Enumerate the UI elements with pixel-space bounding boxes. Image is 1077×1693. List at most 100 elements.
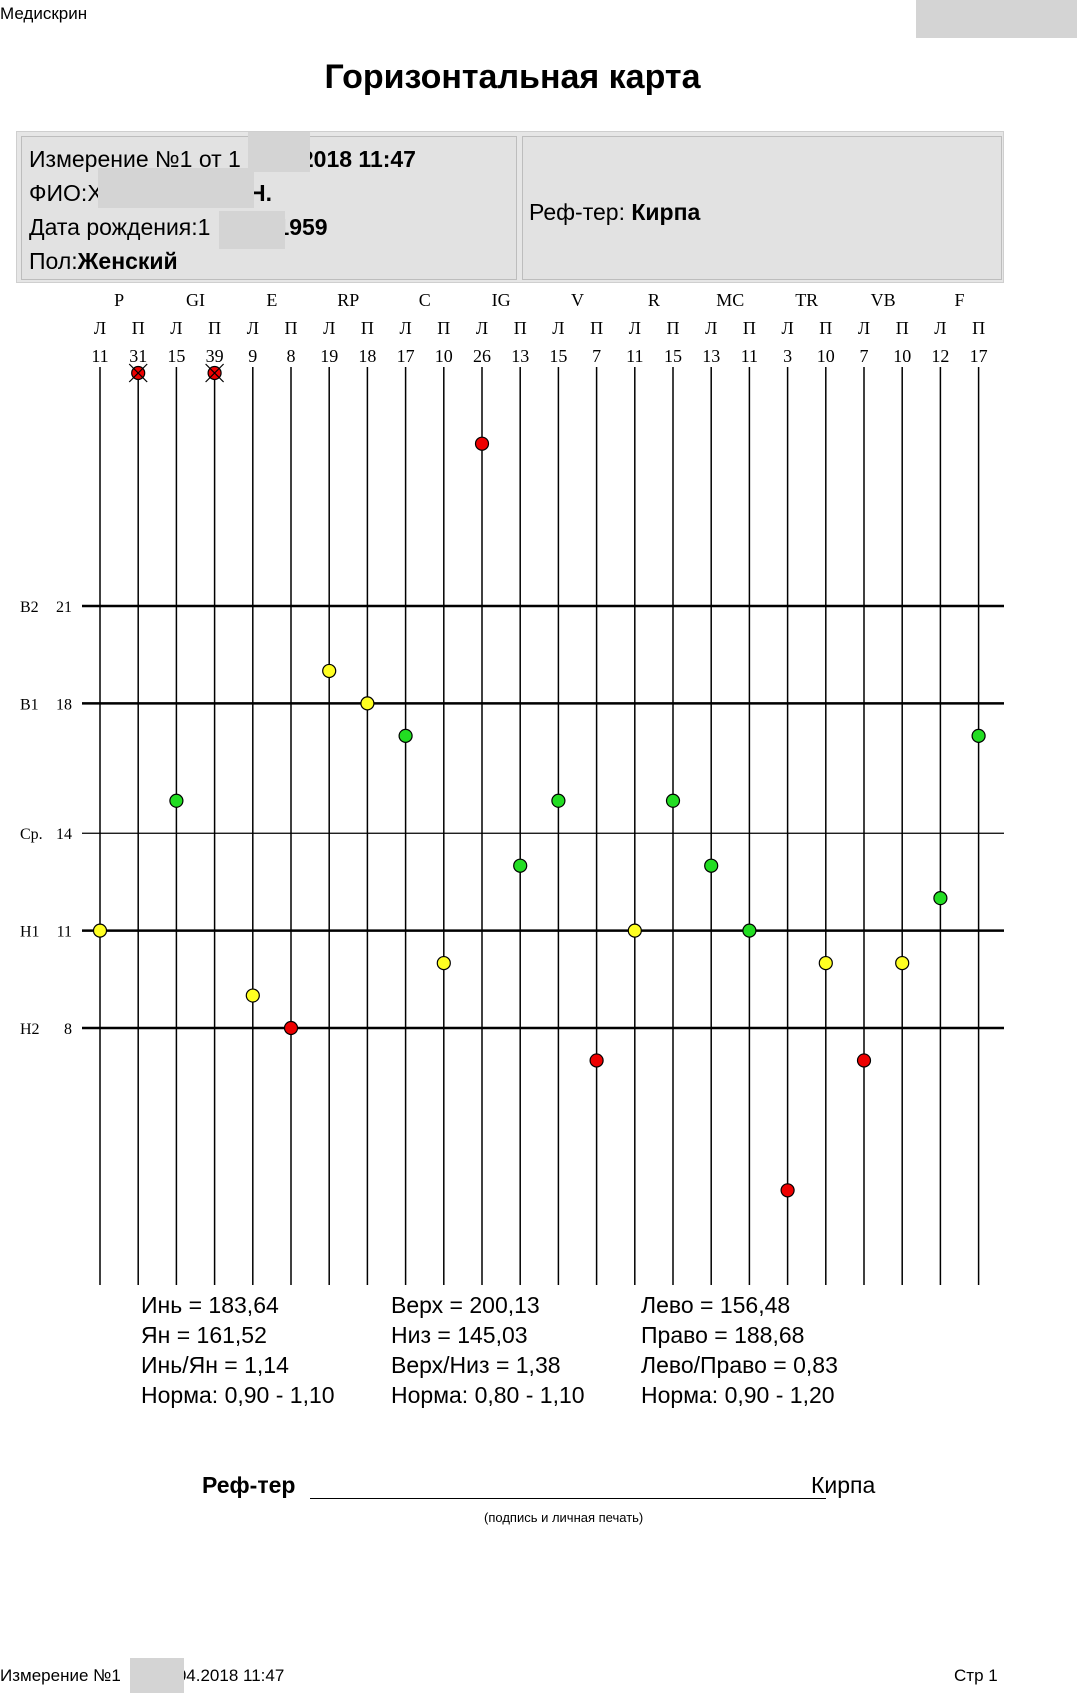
channel-value-label: 11	[626, 346, 643, 366]
side-label: Л	[399, 318, 411, 338]
channel-value-label: 15	[664, 346, 682, 366]
stats-top-bottom: Верх = 200,13 Низ = 145,03 Верх/Низ = 1,…	[391, 1290, 585, 1410]
channel-value-label: 11	[741, 346, 758, 366]
app-name: Медискрин	[0, 4, 88, 23]
reference-value: 14	[56, 826, 72, 843]
stat-line: Низ = 145,03	[391, 1322, 528, 1348]
channel-value-label: 11	[91, 346, 108, 366]
sex-line: Пол:Женский	[29, 248, 178, 275]
fio-label: ФИО:	[29, 180, 88, 206]
data-point	[933, 891, 948, 906]
side-label: П	[132, 318, 145, 338]
side-label: П	[896, 318, 909, 338]
stat-line: Инь = 183,64	[141, 1292, 279, 1318]
channel-value-label: 15	[167, 346, 185, 366]
redaction-block	[916, 0, 1077, 38]
reference-value: 8	[64, 1021, 72, 1038]
out-of-range-cross	[128, 363, 148, 383]
channel-value-label: 3	[783, 346, 792, 366]
data-point	[627, 923, 642, 938]
side-label: П	[972, 318, 985, 338]
data-point	[474, 436, 490, 451]
footer-measurement-prefix: Измерение №1	[0, 1666, 121, 1685]
birth-label: Дата рождения:	[29, 214, 198, 240]
data-point	[92, 923, 108, 938]
channel-value-label: 13	[702, 346, 720, 366]
birth-prefix: 1	[197, 214, 211, 240]
channel-value-label: 7	[592, 346, 601, 366]
stat-line: Норма: 0,90 - 1,20	[641, 1382, 835, 1408]
referent-label: Реф-тер:	[529, 199, 625, 225]
footer-page-number: Стр 1	[954, 1666, 998, 1685]
redaction-block	[98, 168, 254, 208]
channel-value-label: 17	[970, 346, 988, 366]
side-label: П	[667, 318, 680, 338]
data-point	[971, 728, 986, 743]
channel-value-label: 31	[129, 346, 147, 366]
reference-label: B2	[20, 599, 39, 616]
channel-value-label: 12	[931, 346, 949, 366]
group-label: VB	[871, 290, 896, 310]
channel-value-label: 19	[320, 346, 338, 366]
referent-line: Реф-тер: Кирпа	[529, 199, 700, 226]
group-label: TR	[795, 290, 818, 310]
reference-label: H2	[20, 1021, 40, 1038]
data-point	[322, 663, 337, 679]
stat-line: Ян = 161,52	[141, 1322, 267, 1348]
stat-line: Инь/Ян = 1,14	[141, 1352, 289, 1378]
channel-value-label: 17	[397, 346, 415, 366]
data-point	[589, 1053, 604, 1068]
side-label: П	[514, 318, 527, 338]
reference-label: H1	[20, 924, 40, 941]
side-label: Л	[476, 318, 488, 338]
stat-line: Лево = 156,48	[641, 1292, 791, 1318]
stat-line: Лево/Право = 0,83	[641, 1352, 838, 1378]
birth-line: Дата рождения:1 1959	[29, 214, 328, 241]
data-point	[818, 955, 833, 971]
side-label: П	[743, 318, 756, 338]
group-label: IG	[492, 290, 511, 310]
measurement-prefix: Измерение №1 от 1	[29, 146, 241, 172]
group-label: V	[571, 290, 584, 310]
channel-value-label: 18	[358, 346, 376, 366]
signature-caption: (подпись и личная печать)	[484, 1510, 644, 1525]
channel-value-label: 39	[206, 346, 224, 366]
channel-value-label: 15	[549, 346, 567, 366]
side-label: Л	[94, 318, 106, 338]
reference-value: 18	[56, 696, 72, 713]
channel-value-label: 10	[435, 346, 453, 366]
side-label: П	[819, 318, 832, 338]
redaction-block	[130, 1658, 184, 1693]
stats-yin-yang: Инь = 183,64 Ян = 161,52 Инь/Ян = 1,14 Н…	[141, 1290, 335, 1410]
referent-panel: Реф-тер: Кирпа	[522, 136, 1002, 280]
data-point	[856, 1053, 872, 1068]
side-label: Л	[705, 318, 717, 338]
measurement-line: Измерение №1 от 1 2018 11:47	[29, 146, 416, 173]
side-label: П	[285, 318, 298, 338]
side-label: Л	[170, 318, 182, 338]
group-label: E	[266, 290, 277, 310]
footer-measurement: Измерение №1 04.2018 11:47	[0, 1666, 284, 1686]
stat-line: Норма: 0,80 - 1,10	[391, 1382, 585, 1408]
sex-label: Пол:	[29, 248, 78, 274]
side-label: Л	[781, 318, 793, 338]
data-point	[398, 728, 413, 743]
stats-left-right: Лево = 156,48 Право = 188,68 Лево/Право …	[641, 1290, 838, 1410]
referent-value: Кирпа	[631, 199, 701, 225]
side-label: П	[208, 318, 221, 338]
page-title: Горизонтальная карта	[324, 58, 701, 96]
patient-info-left: Измерение №1 от 1 2018 11:47 ФИО:Х .Н. Дат…	[21, 132, 517, 280]
stat-line: Верх/Низ = 1,38	[391, 1352, 561, 1378]
side-label: Л	[858, 318, 870, 338]
data-point	[780, 1183, 795, 1198]
signature-name: Кирпа	[811, 1472, 876, 1498]
side-label: П	[437, 318, 450, 338]
side-label: Л	[323, 318, 335, 338]
signature-line	[310, 1498, 826, 1499]
signature-label: Реф-тер	[202, 1472, 296, 1498]
reference-label: B1	[20, 696, 39, 713]
data-point	[436, 955, 451, 971]
group-label: MC	[716, 290, 744, 310]
group-label: C	[419, 290, 431, 310]
sex-value: Женский	[77, 248, 178, 274]
